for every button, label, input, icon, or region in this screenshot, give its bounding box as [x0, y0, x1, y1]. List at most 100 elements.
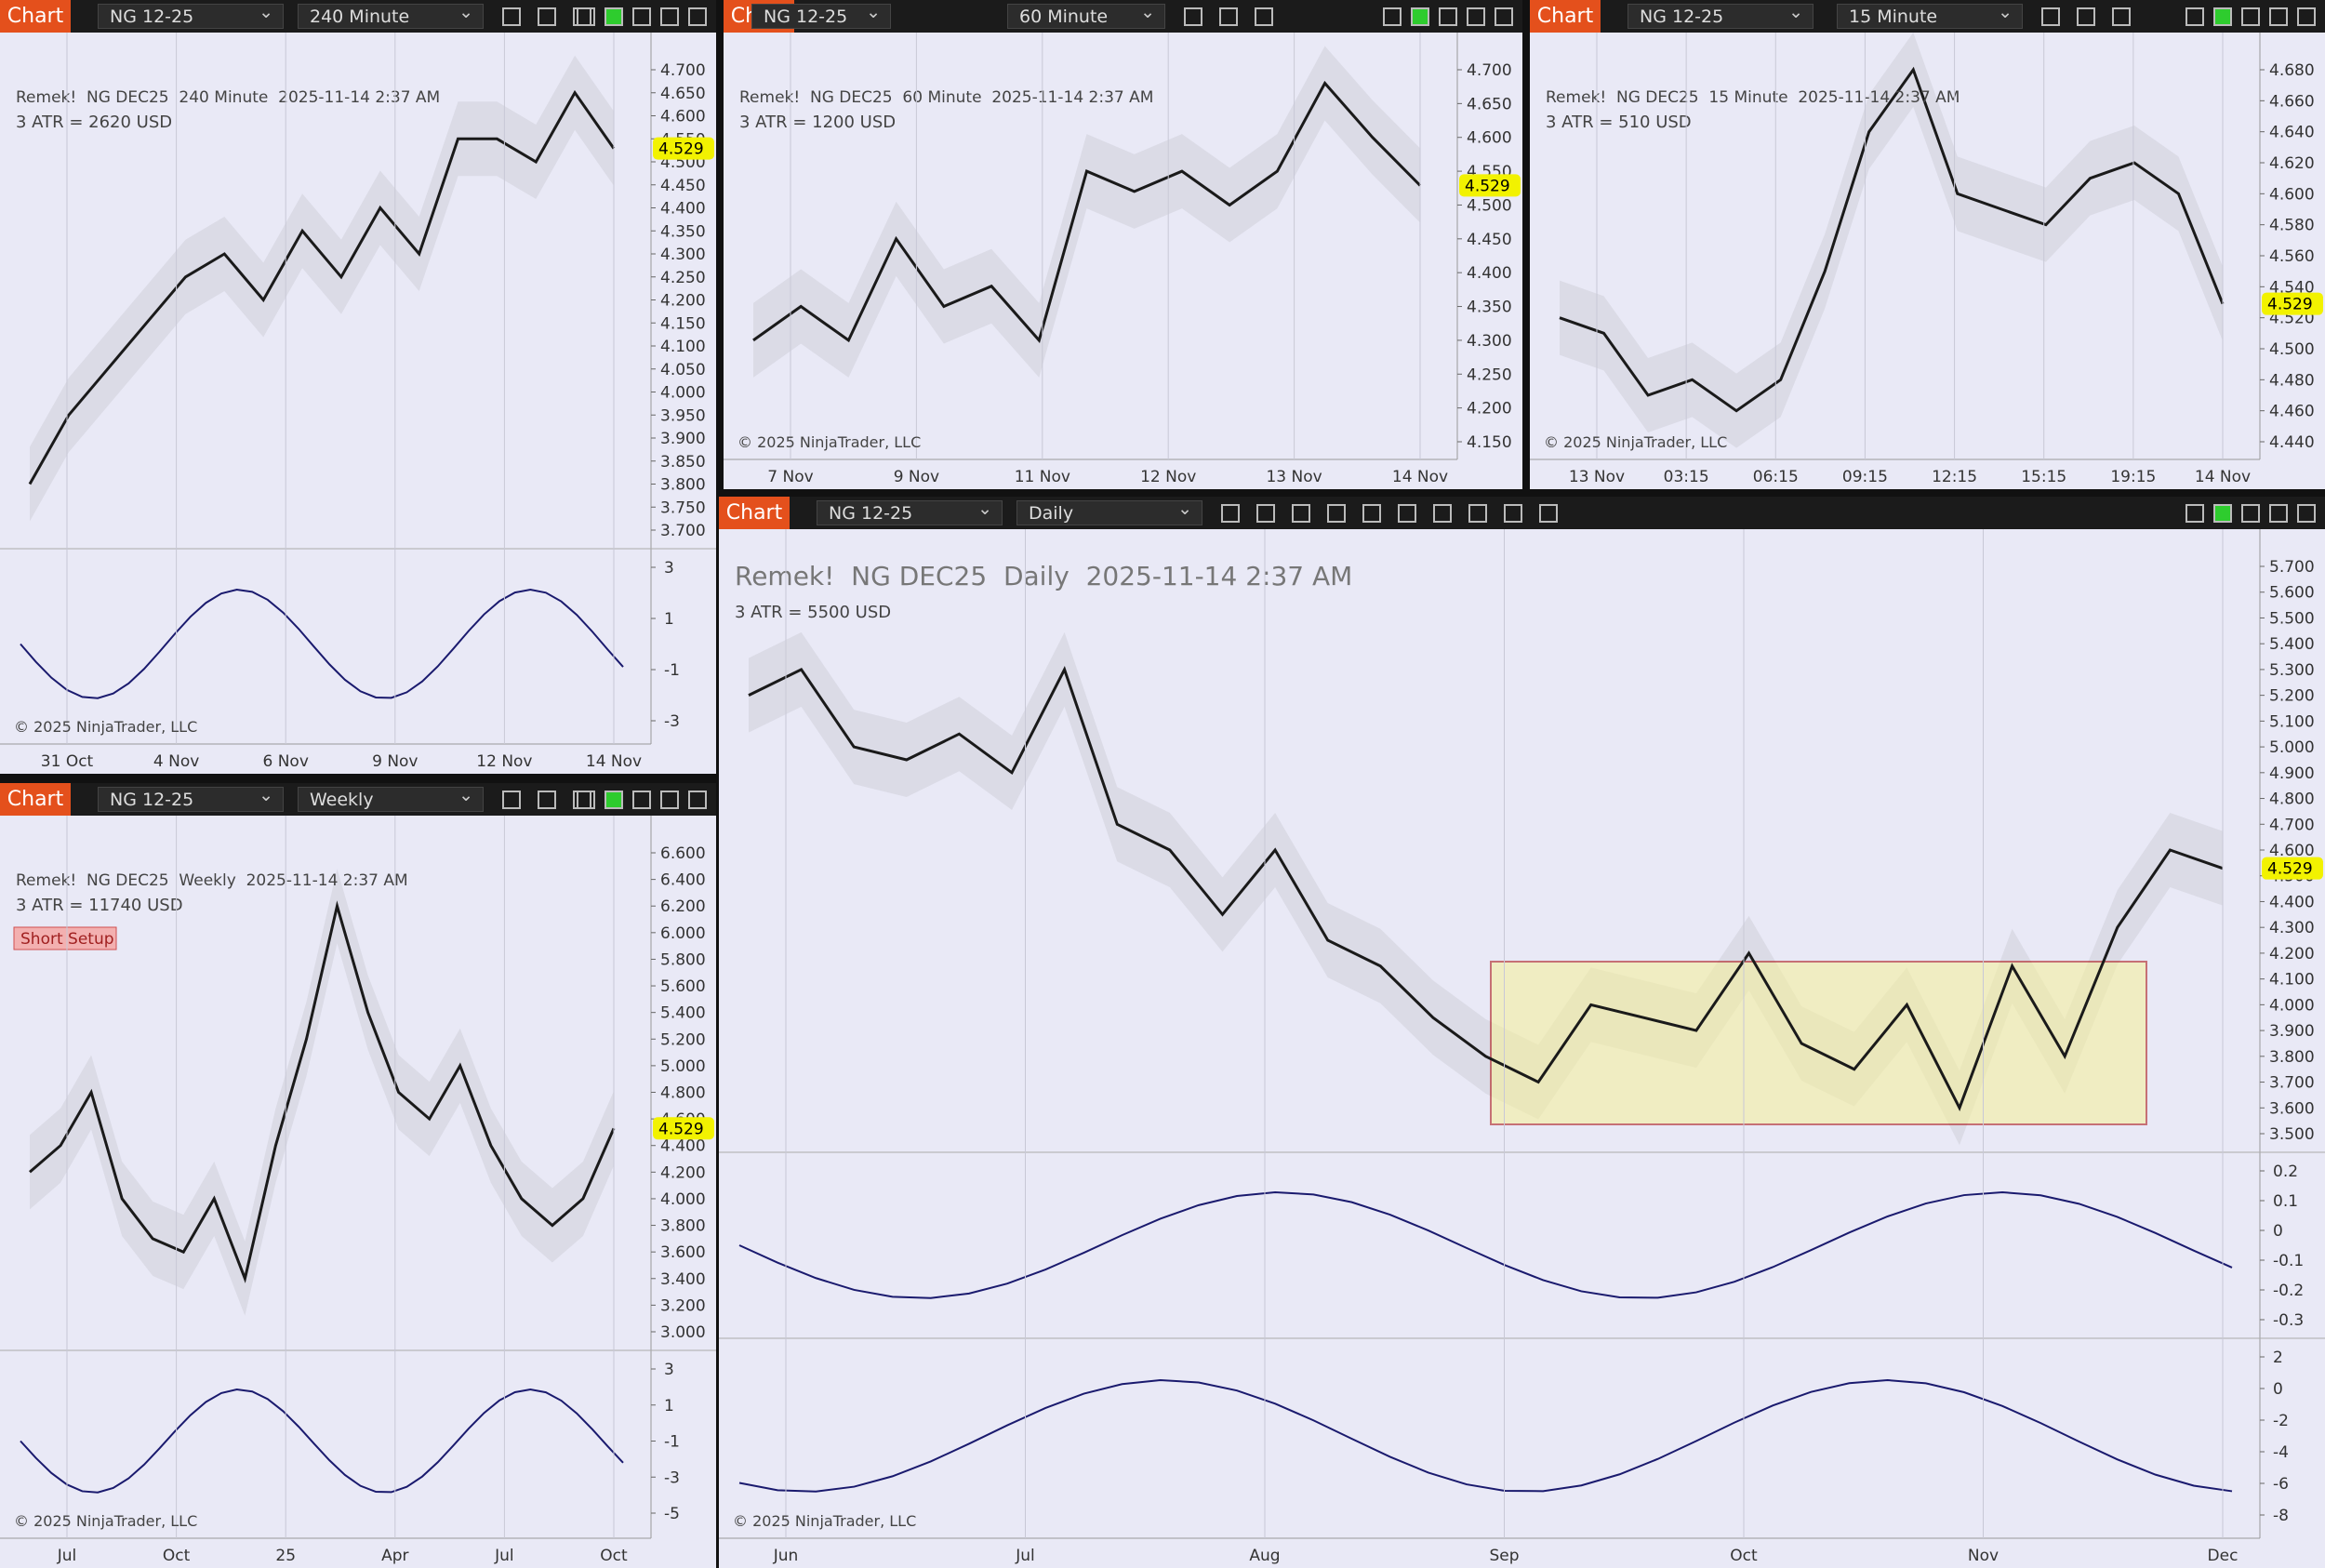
window-button[interactable] [688, 7, 707, 26]
time-label: 11 Nov [1015, 468, 1070, 486]
price-tick-label: 4.480 [2269, 371, 2315, 390]
indicator-tick-label: -3 [664, 1468, 680, 1487]
time-label: Jul [57, 1547, 77, 1565]
tool-button[interactable] [2041, 7, 2060, 26]
window-button[interactable] [632, 791, 651, 809]
window-button[interactable] [660, 791, 679, 809]
price-tick-label: 3.500 [2269, 1125, 2315, 1144]
interval-selector[interactable]: 60 Minute [1007, 0, 1165, 29]
tool-button[interactable] [538, 791, 556, 809]
atr-info: 3 ATR = 5500 USD [735, 603, 891, 622]
window-button[interactable] [1495, 7, 1513, 26]
time-label: Jul [1015, 1547, 1035, 1565]
tool-button[interactable] [2112, 7, 2131, 26]
instrument-selector[interactable]: NG 12-25 [1628, 0, 1814, 29]
oscillator-line [20, 1388, 624, 1494]
time-label: 12 Nov [1140, 468, 1196, 486]
time-label: 25 [275, 1547, 296, 1565]
indicator-tick-label: 0 [2273, 1380, 2283, 1399]
instrument-selector[interactable]: NG 12-25 [98, 0, 284, 29]
tool-button[interactable] [1327, 504, 1346, 523]
chart-tab[interactable]: Chart [0, 783, 71, 816]
tool-button[interactable] [1468, 504, 1487, 523]
tool-button[interactable] [1256, 504, 1275, 523]
price-tick-label: 4.300 [1467, 332, 1512, 351]
tool-button[interactable] [538, 7, 556, 26]
window-button[interactable] [2186, 504, 2204, 523]
tool-button[interactable] [502, 791, 521, 809]
tool-button[interactable] [1398, 504, 1416, 523]
interval-selector[interactable]: 15 Minute [1837, 0, 2023, 29]
tool-button[interactable] [2077, 7, 2095, 26]
price-tick-label: 4.000 [660, 1190, 706, 1209]
tool-button[interactable] [1362, 504, 1381, 523]
window-button[interactable] [2297, 7, 2316, 26]
price-tick-label: 4.560 [2269, 247, 2315, 266]
price-tick-label: 4.000 [2269, 996, 2315, 1015]
time-label: Oct [1730, 1547, 1758, 1565]
window-button[interactable] [660, 7, 679, 26]
price-line [748, 666, 2224, 1112]
price-tick-label: 4.400 [660, 1137, 706, 1156]
tool-button[interactable] [502, 7, 521, 26]
time-label: Oct [600, 1547, 628, 1565]
window-button[interactable] [1411, 7, 1429, 26]
time-label: 09:15 [1842, 468, 1888, 486]
interval-selector[interactable]: 240 Minute [298, 0, 484, 29]
volatility-band [749, 631, 2223, 1146]
window-button[interactable] [2269, 7, 2288, 26]
interval-selector[interactable]: Daily [1016, 497, 1202, 525]
tool-button[interactable] [1433, 504, 1452, 523]
interval-selector[interactable]: Weekly [298, 783, 484, 812]
window-button[interactable] [2213, 504, 2232, 523]
last-price-label: 4.529 [658, 1120, 704, 1138]
indicator-tick-label: -0.2 [2273, 1282, 2304, 1300]
instrument-selector[interactable]: NG 12-25 [751, 0, 891, 29]
chart-area: 4.7004.6504.6004.5504.5004.4504.4004.350… [0, 33, 716, 771]
window-button[interactable] [604, 791, 623, 809]
tool-button[interactable] [1292, 504, 1310, 523]
time-label: 03:15 [1664, 468, 1709, 486]
window-button[interactable] [1439, 7, 1457, 26]
indicator-tick-label: 0.1 [2273, 1192, 2298, 1211]
window-button[interactable] [1383, 7, 1402, 26]
chart-toolbar: Chart NG 12-25 15 Minute [1530, 0, 2325, 33]
tool-button[interactable] [1219, 7, 1238, 26]
window-button[interactable] [2186, 7, 2204, 26]
time-label: Nov [1968, 1547, 1999, 1565]
chart-toolbar: Chart NG 12-25 240 Minute [0, 0, 716, 33]
tool-button[interactable] [1221, 504, 1240, 523]
price-tick-label: 4.600 [660, 108, 706, 126]
price-tick-label: 4.800 [2269, 791, 2315, 809]
window-button[interactable] [688, 791, 707, 809]
indicator-tick-label: -2 [2273, 1412, 2289, 1430]
window-button[interactable] [2297, 504, 2316, 523]
chart-tab[interactable]: Chart [1530, 0, 1601, 33]
copyright: © 2025 NinjaTrader, LLC [733, 1512, 916, 1530]
window-button[interactable] [604, 7, 623, 26]
time-label: 6 Nov [262, 752, 308, 771]
window-button[interactable] [1467, 7, 1485, 26]
indicator-tick-label: -4 [2273, 1443, 2289, 1462]
window-button[interactable] [632, 7, 651, 26]
tool-button[interactable] [1504, 504, 1522, 523]
price-tick-label: 3.000 [660, 1323, 706, 1342]
indicator-tick-label: -8 [2273, 1507, 2289, 1525]
instrument-selector[interactable]: NG 12-25 [817, 497, 1003, 525]
window-button[interactable] [577, 7, 595, 26]
tool-button[interactable] [1539, 504, 1558, 523]
chart-tab[interactable]: Chart [0, 0, 71, 33]
window-button[interactable] [2241, 504, 2260, 523]
time-label: 13 Nov [1569, 468, 1625, 486]
window-button[interactable] [2213, 7, 2232, 26]
tool-button[interactable] [1184, 7, 1202, 26]
window-button[interactable] [2241, 7, 2260, 26]
chart-tab[interactable]: Chart [719, 497, 790, 529]
price-tick-label: 3.800 [660, 1217, 706, 1236]
oscillator-line [738, 1378, 2233, 1493]
window-button[interactable] [2269, 504, 2288, 523]
instrument-selector[interactable]: NG 12-25 [98, 783, 284, 812]
tool-button[interactable] [1255, 7, 1273, 26]
time-label: 9 Nov [894, 468, 939, 486]
window-button[interactable] [577, 791, 595, 809]
